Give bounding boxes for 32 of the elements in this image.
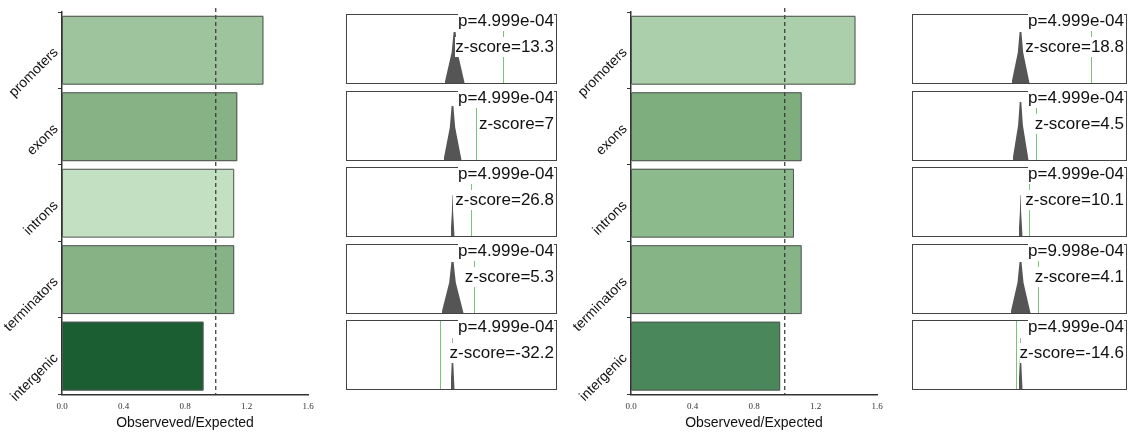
text: p=4.999e-04 <box>458 11 554 31</box>
x-tick-label: 0.0 <box>56 401 69 412</box>
text: z-score=4.5 <box>1034 114 1124 134</box>
text: p=9.998e-04 <box>1028 241 1124 261</box>
text: z-score=26.8 <box>455 190 554 210</box>
text: z-score=-32.2 <box>449 343 554 363</box>
x-tick-label: 0.8 <box>748 401 761 412</box>
text: p=4.999e-04 <box>1028 88 1124 108</box>
x-tick-label: 1.2 <box>809 401 822 412</box>
x-tick-label: 0.0 <box>625 401 638 412</box>
text: z-score=13.3 <box>455 37 554 57</box>
text: z-score=4.1 <box>1034 267 1124 287</box>
x-axis-title: Observeved/Expected <box>116 414 254 431</box>
text: p=4.999e-04 <box>458 88 554 108</box>
x-axis-title: Observeved/Expected <box>685 414 823 431</box>
x-tick-label: 1.6 <box>302 401 315 412</box>
text: p=4.999e-04 <box>1028 317 1124 337</box>
text: z-score=7 <box>478 114 554 134</box>
text: z-score=18.8 <box>1025 37 1124 57</box>
text: p=4.999e-04 <box>458 164 554 184</box>
text: p=4.999e-04 <box>458 317 554 337</box>
text: p=4.999e-04 <box>458 241 554 261</box>
text: p=4.999e-04 <box>1028 11 1124 31</box>
text: z-score=10.1 <box>1025 190 1124 210</box>
text: z-score=-14.6 <box>1019 343 1124 363</box>
x-tick-label: 1.2 <box>240 401 253 412</box>
x-tick-label: 1.6 <box>871 401 884 412</box>
text: p=4.999e-04 <box>1028 164 1124 184</box>
x-tick-label: 0.4 <box>117 401 130 412</box>
x-tick-label: 0.8 <box>179 401 192 412</box>
x-tick-label: 0.4 <box>686 401 699 412</box>
text: z-score=5.3 <box>464 267 554 287</box>
